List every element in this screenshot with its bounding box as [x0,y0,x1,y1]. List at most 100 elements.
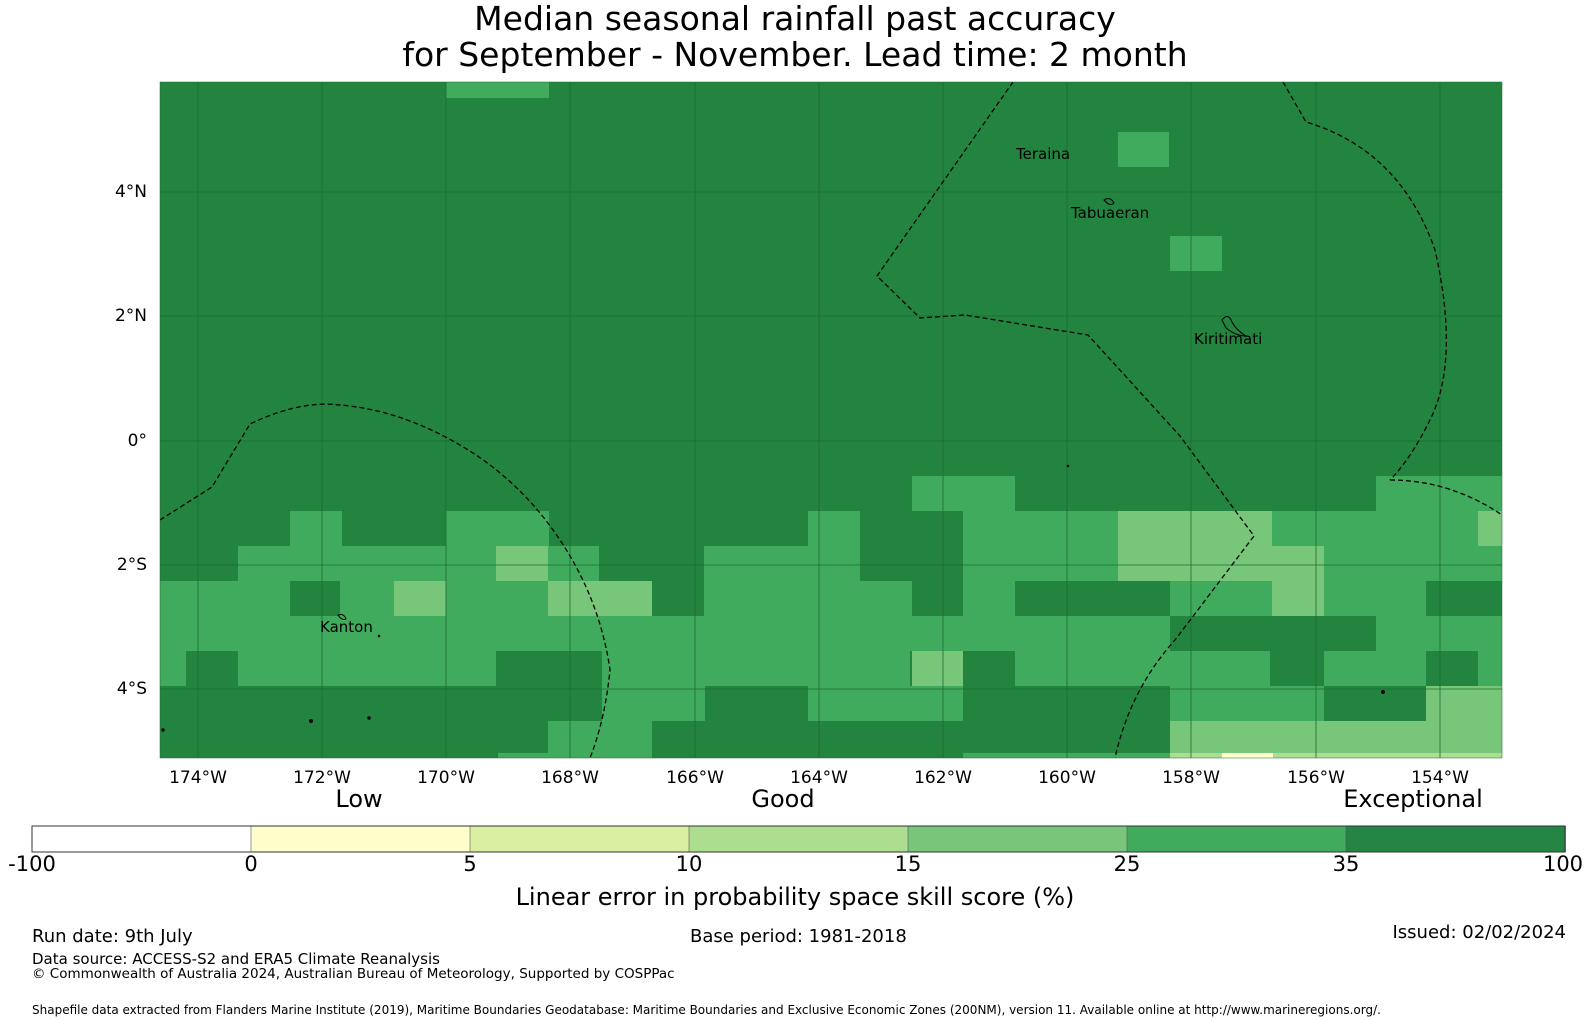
lon-tick-label: 162°W [914,768,972,788]
skill-cell [446,581,550,616]
lon-tick-label: 154°W [1411,768,1469,788]
skill-cell [238,651,496,686]
skill-cell [1324,581,1426,616]
eez-boundary-kanton [160,403,611,758]
skill-cell [602,686,705,721]
kanton-outline [337,614,347,620]
skill-cell [1118,511,1272,546]
lon-tick-label: 160°W [1038,768,1096,788]
skill-cell [963,753,1170,758]
run-date: Run date: 9th July [32,926,193,947]
legend-qualitative-low: Low [335,785,383,813]
skill-cell [1376,616,1502,651]
lat-tick-label: 2°N [114,306,147,326]
skill-cell [1170,753,1222,758]
issued-date: Issued: 02/02/2024 [1392,922,1566,943]
skill-cell [548,721,652,758]
kiritimati-outline [1221,316,1248,337]
skill-cell [1272,511,1478,546]
base-period: Base period: 1981-2018 [690,926,907,947]
skill-cell [340,581,394,616]
skill-cell [548,546,599,581]
colorbar-label: Linear error in probability space skill … [515,883,1075,911]
colorbar-segment [907,825,1128,853]
lon-tick-label: 156°W [1287,768,1345,788]
legend-qualitative-good: Good [751,785,815,813]
lon-tick-label: 168°W [541,768,599,788]
skill-cell [160,581,290,616]
skill-cell [1324,651,1426,686]
lat-tick-label: 4°S [116,679,147,699]
skill-cell [1426,686,1502,721]
gridlines [160,82,1502,758]
lat-tick-label: 2°S [116,555,147,575]
place-label-tabuaeran: Tabuaeran [1071,204,1150,222]
skill-cell [963,546,1118,581]
map-title-line-2: for September - November. Lead time: 2 m… [402,35,1188,74]
colorbar-tick-label: 10 [675,852,703,876]
skill-cell [1170,686,1324,721]
skill-cell [1015,651,1270,686]
skill-cell [1272,581,1324,616]
eez-boundaries [160,82,1502,758]
skill-cell [238,546,496,581]
skill-cell [912,651,963,686]
lon-tick-label: 158°W [1162,768,1220,788]
skill-cell [963,581,1015,616]
place-label-kiritimati: Kiritimati [1194,330,1263,348]
skill-cell [1273,753,1502,758]
colorbar-segment [688,825,909,853]
data-source: Data source: ACCESS-S2 and ERA5 Climate … [32,950,440,968]
skill-cell [394,581,446,616]
legend-qualitative-exceptional: Exceptional [1343,785,1483,813]
skill-cell [446,511,549,546]
colorbar-tick-label: 100 [1542,852,1584,876]
colorbar-tick-label: -100 [8,852,56,876]
skill-cell [160,616,1170,651]
skill-cell [496,546,548,581]
skill-cell [1222,753,1273,758]
lat-tick-label: 4°N [114,182,147,202]
lat-tick-label: 0° [127,431,147,451]
tabuaeran-outline [1103,198,1115,205]
skill-cell [160,651,186,686]
skill-cell [963,511,1118,546]
colorbar-segment [1345,825,1566,853]
colorbar-tick-label: 0 [244,852,258,876]
colorbar-frame [31,825,1566,853]
colorbar-segment [250,825,471,853]
colorbar-segment [1126,825,1347,853]
skill-cell [290,511,342,546]
skill-cell [602,651,910,686]
skill-cell [704,546,860,581]
skill-cell [1118,132,1169,167]
skill-cell [1170,236,1222,271]
lon-tick-label: 172°W [293,768,351,788]
colorbar-tick-label: 5 [463,852,477,876]
colorbar-tick-label: 35 [1332,852,1360,876]
lon-tick-label: 164°W [790,768,848,788]
eez-boundary-southeast [1389,479,1502,516]
eez-boundary-line-islands-west [876,82,1255,758]
shapefile-credit: Shapefile data extracted from Flanders M… [32,1003,1381,1017]
colorbar-tick-label: 15 [894,852,922,876]
lon-tick-label: 170°W [417,768,475,788]
skill-cell [808,686,963,721]
skill-cell [1118,546,1324,581]
skill-cell [1376,476,1502,511]
skill-cell [1478,511,1502,546]
place-label-kanton: Kanton [320,618,373,636]
skill-cells [160,82,1502,758]
eez-boundary-line-islands-east [1282,82,1447,481]
skill-cell [704,581,912,616]
skill-cell [1324,546,1502,581]
skill-cell [1478,651,1502,686]
skill-cell [548,581,652,616]
island-outlines [161,198,1385,732]
skill-cell [446,82,549,98]
skill-cell [912,476,1015,511]
place-label-teraina: Teraina [1016,145,1071,163]
copyright-notice: © Commonwealth of Australia 2024, Austra… [32,966,675,982]
skill-cell [808,511,860,546]
lon-tick-label: 174°W [169,768,227,788]
